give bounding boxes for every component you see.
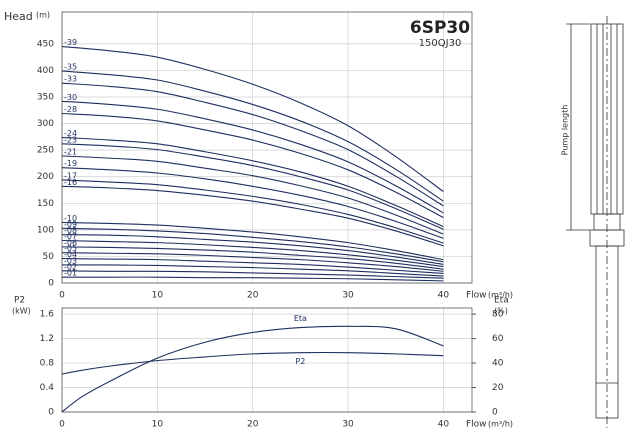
curve-label: -17 — [64, 171, 77, 180]
y-tick-label: 0 — [48, 279, 54, 289]
x-tick-label: 20 — [247, 420, 259, 430]
curve-label: -01 — [64, 269, 77, 278]
curve-label: -39 — [64, 38, 77, 47]
y-axis-unit: (m) — [36, 11, 50, 20]
x-tick-label: 0 — [59, 291, 65, 301]
curve — [61, 325, 444, 413]
y-axis-unit: (kW) — [12, 307, 31, 316]
curve — [61, 239, 444, 268]
curve — [61, 155, 444, 235]
x-tick-label: 40 — [438, 291, 450, 301]
y-tick-label: 150 — [37, 199, 54, 209]
x-tick-label: 20 — [247, 291, 259, 301]
curve — [61, 221, 444, 261]
curve — [61, 112, 444, 219]
x-tick-label: 30 — [342, 291, 354, 301]
y2-tick-label: 60 — [492, 334, 504, 344]
curve — [61, 270, 444, 279]
x-axis-label: Flow — [466, 291, 487, 301]
y-tick-label: 300 — [37, 119, 54, 129]
curve — [61, 82, 444, 207]
y-axis-label: Head — [4, 10, 33, 23]
y-tick-label: 250 — [37, 146, 54, 156]
curve-label: -16 — [64, 178, 77, 187]
x-tick-label: 40 — [438, 420, 450, 430]
plot-frame — [61, 307, 473, 413]
y-tick-label: 1.6 — [40, 310, 55, 320]
curve — [61, 246, 444, 270]
x-tick-label: 30 — [342, 420, 354, 430]
curve-label: -04 — [64, 250, 77, 259]
y2-tick-label: 80 — [492, 310, 504, 320]
y-tick-label: 450 — [37, 39, 54, 49]
y2-tick-label: 40 — [492, 359, 504, 369]
y-tick-label: 200 — [37, 172, 54, 182]
y-tick-label: 50 — [43, 252, 55, 262]
chart-title: 6SP30 — [410, 18, 470, 38]
curve — [61, 100, 444, 214]
curve-label: P2 — [295, 357, 305, 366]
curve — [61, 70, 444, 202]
y-tick-label: 400 — [37, 66, 54, 76]
y-axis-label: P2 — [14, 296, 25, 306]
curve-label: -33 — [64, 75, 77, 84]
y-tick-label: 0 — [48, 408, 54, 418]
curve-label: -07 — [64, 232, 77, 241]
y-tick-label: 350 — [37, 93, 54, 103]
curve-label: -06 — [64, 238, 77, 247]
curve-label: -08 — [64, 226, 77, 235]
curve — [61, 276, 444, 282]
x-axis-unit: (m³/h) — [488, 291, 513, 300]
x-axis-unit: (m³/h) — [488, 420, 513, 429]
pump-length-label: Pump length — [561, 105, 570, 156]
y-tick-label: 100 — [37, 225, 54, 235]
curve-label: -23 — [64, 135, 77, 144]
curve-label: -24 — [64, 129, 77, 138]
x-tick-label: 10 — [152, 420, 164, 430]
curve — [61, 258, 444, 274]
curve — [61, 143, 444, 230]
curve-label: -09 — [64, 220, 77, 229]
curve-label: -05 — [64, 244, 77, 253]
curve — [61, 234, 444, 265]
y-tick-label: 0.4 — [40, 383, 55, 393]
curve — [61, 264, 444, 277]
y2-tick-label: 0 — [492, 408, 498, 418]
curve — [61, 185, 444, 247]
curve — [61, 351, 444, 375]
curve — [61, 136, 444, 228]
curve — [61, 167, 444, 239]
y-tick-label: 0.8 — [40, 359, 55, 369]
plot-frame — [61, 11, 473, 284]
curve — [61, 252, 444, 272]
pump-drawing — [566, 16, 625, 428]
curve-label: -03 — [64, 256, 77, 265]
curve — [61, 227, 444, 263]
y2-axis-label: Eta — [494, 296, 509, 306]
chart-subtitle: 150QJ30 — [419, 38, 462, 49]
curve — [61, 179, 444, 244]
x-tick-label: 10 — [152, 291, 164, 301]
curve-label: -28 — [64, 105, 77, 114]
curve-label: -02 — [64, 262, 77, 271]
curve-label: -19 — [64, 159, 77, 168]
curve-label: Eta — [294, 314, 307, 323]
y2-axis-unit: (%) — [494, 307, 508, 316]
curve-label: -30 — [64, 93, 77, 102]
curve-label: -21 — [64, 148, 77, 157]
curve-label: -10 — [64, 214, 77, 223]
curve-label: -35 — [64, 62, 77, 71]
y-tick-label: 1.2 — [40, 334, 54, 344]
curve — [61, 45, 444, 193]
x-axis-label: Flow — [466, 420, 487, 430]
x-tick-label: 0 — [59, 420, 65, 430]
plot-background — [62, 308, 472, 412]
y2-tick-label: 20 — [492, 383, 504, 393]
